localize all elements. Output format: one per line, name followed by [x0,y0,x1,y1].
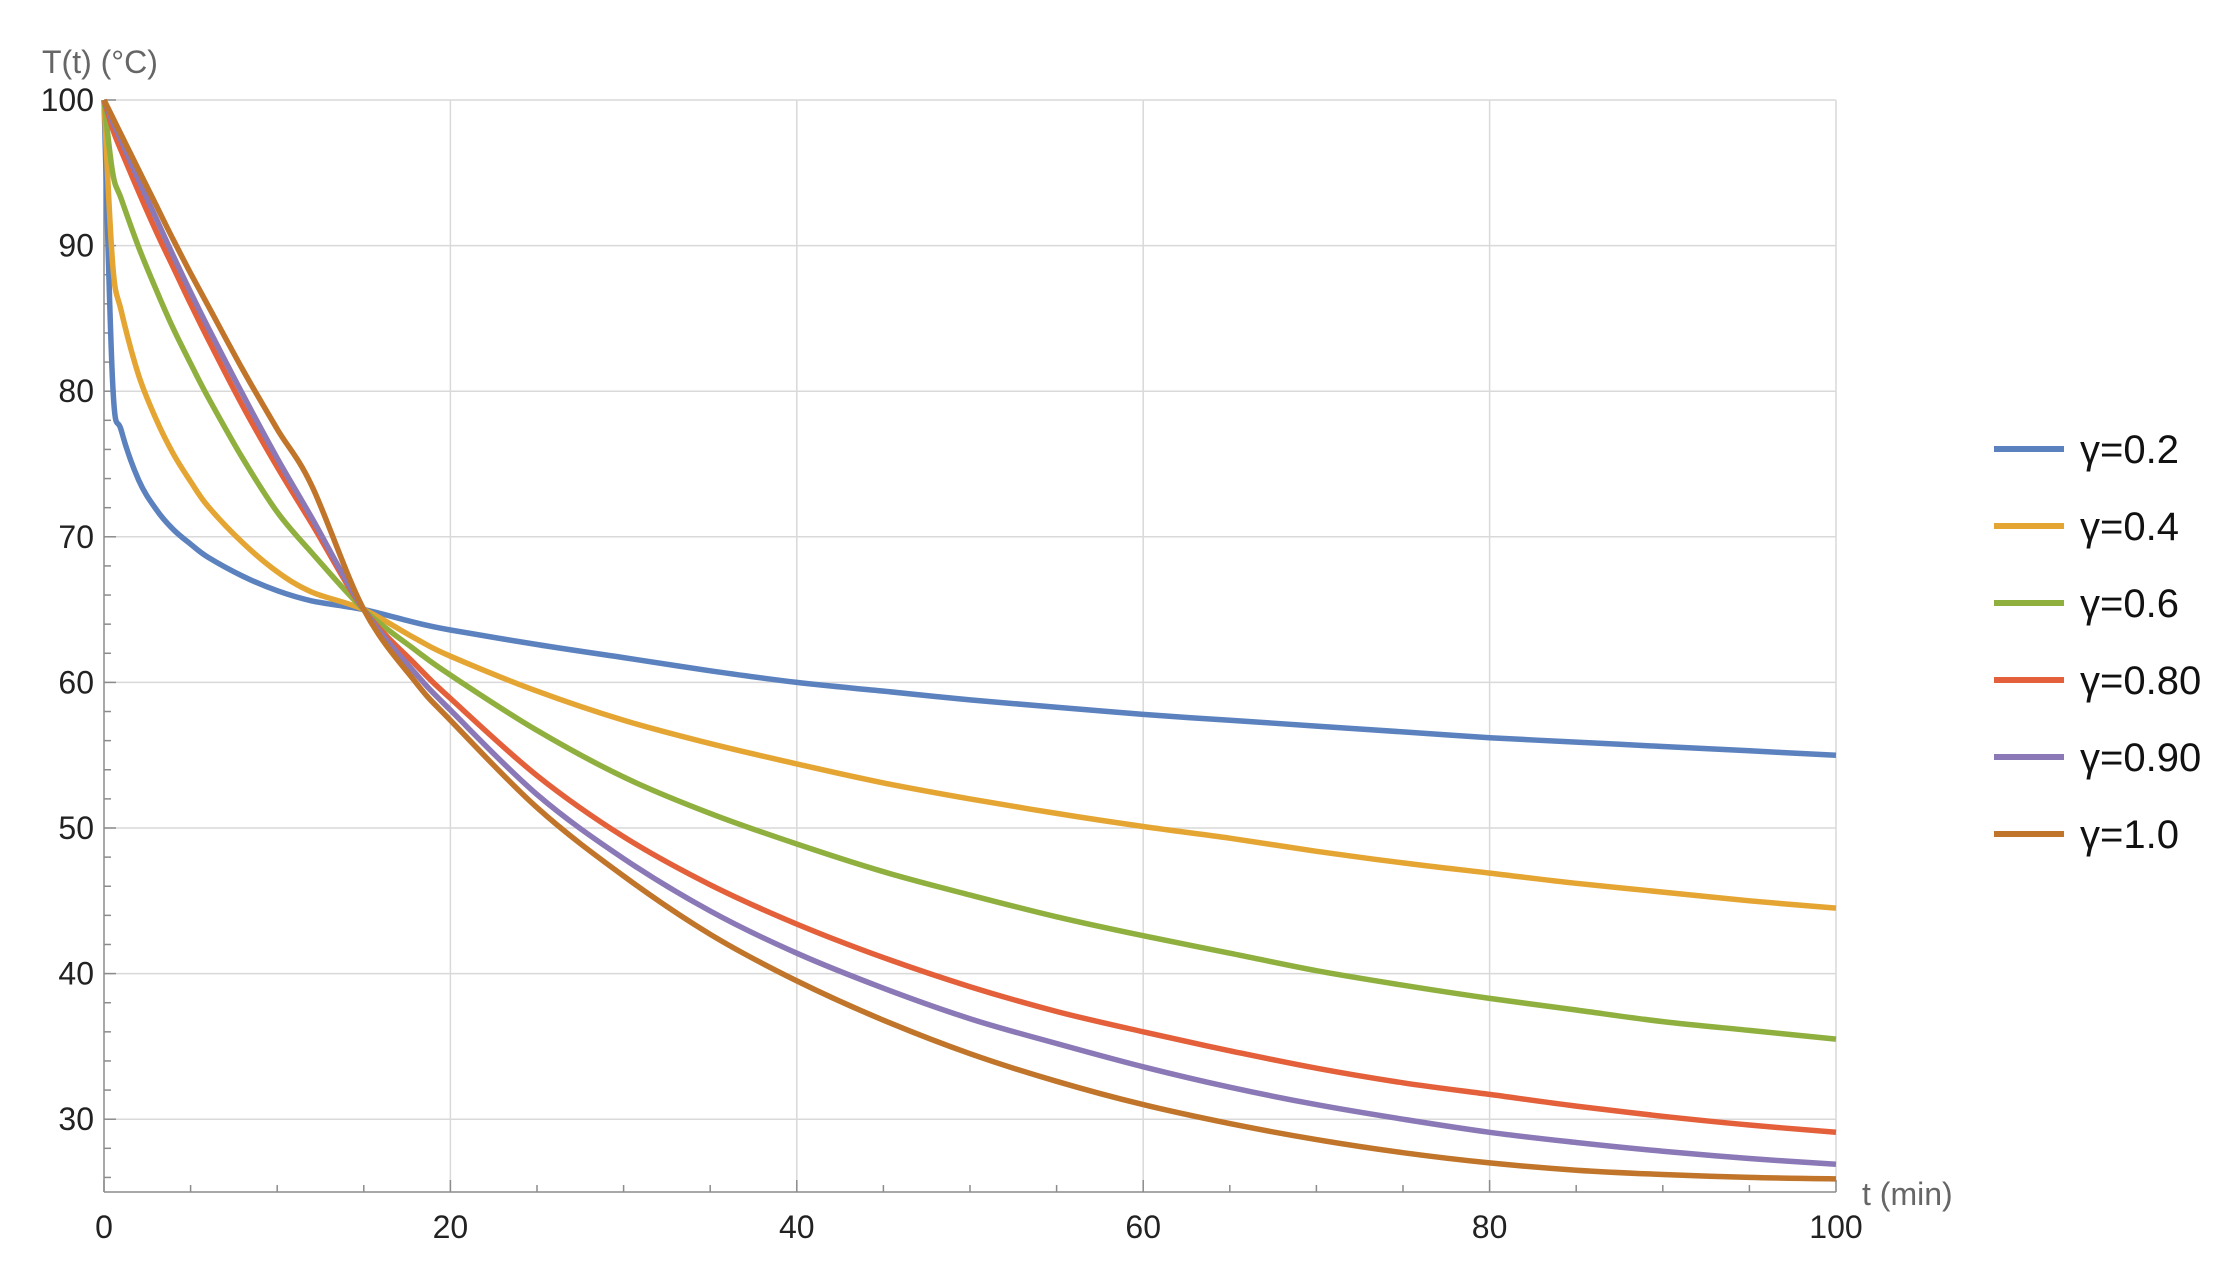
legend-label: γ=0.80 [2080,659,2201,703]
x-tick-label: 60 [1125,1209,1161,1245]
x-tick-label: 100 [1809,1209,1862,1245]
y-tick-label: 40 [58,956,94,992]
y-tick-label: 90 [58,228,94,264]
legend-item: γ=0.4 [1994,505,2179,549]
x-axis-label: t (min) [1862,1176,1953,1212]
series-line-3 [101,99,1837,1042]
series-line-2 [101,99,1837,911]
legend-item: γ=0.80 [1994,659,2201,703]
y-tick-label: 80 [58,373,94,409]
legend-item: γ=1.0 [1994,813,2179,857]
legend-label: γ=0.2 [2080,428,2179,472]
series-line-5 [101,99,1837,1168]
x-tick-label: 40 [779,1209,815,1245]
legend-label: γ=0.90 [2080,736,2201,780]
gridlines [104,99,1837,1192]
series-line-1 [101,99,1837,758]
legend-label: γ=0.4 [2080,505,2179,549]
y-axis-label: T(t) (°C) [42,44,158,80]
y-tick-label: 100 [41,82,94,118]
x-tick-label: 0 [95,1209,113,1245]
legend: γ=0.2 γ=0.4 γ=0.6 γ=0.80 γ=0.90 γ=1.0 [1994,428,2201,857]
axes [103,99,1837,1193]
legend-label: γ=0.6 [2080,582,2179,626]
legend-item: γ=0.6 [1994,582,2179,626]
legend-label: γ=1.0 [2080,813,2179,857]
y-tick-label: 50 [58,810,94,846]
legend-item: γ=0.2 [1994,428,2179,472]
y-tick-label: 60 [58,664,94,700]
y-tick-label: 30 [58,1101,94,1137]
tick-labels: 0 20 40 60 80 100 30 40 50 60 70 80 90 100 [41,82,1863,1245]
series-line-6 [101,98,1837,1182]
x-tick-label: 80 [1472,1209,1508,1245]
y-tick-label: 70 [58,519,94,555]
series-line-4 [101,99,1837,1136]
legend-item: γ=0.90 [1994,736,2201,780]
series-lines [101,98,1837,1182]
x-tick-label: 20 [433,1209,469,1245]
